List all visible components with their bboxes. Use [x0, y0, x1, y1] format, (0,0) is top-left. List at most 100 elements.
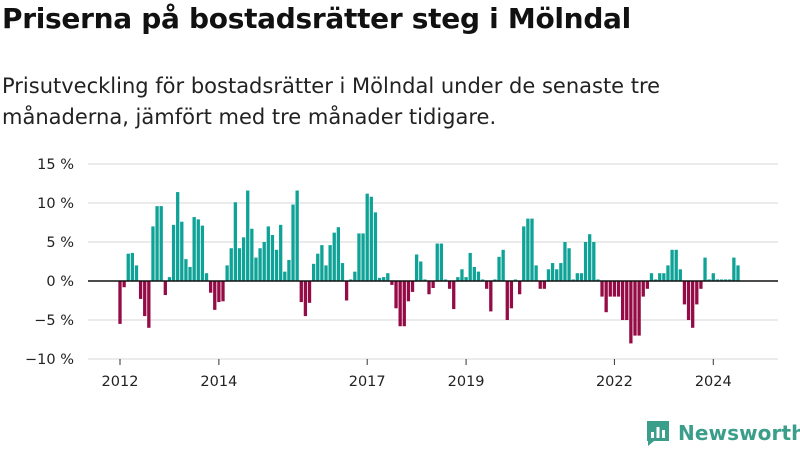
- bar: [612, 281, 617, 297]
- bar: [662, 273, 666, 281]
- bar: [394, 281, 398, 309]
- bar: [402, 281, 406, 327]
- bar: [176, 192, 180, 281]
- latest-value-label: 2 %: [761, 145, 790, 149]
- bar: [645, 281, 650, 289]
- bar: [328, 245, 332, 281]
- bar: [464, 277, 468, 281]
- bar: [629, 281, 633, 344]
- x-tick-label: 2022: [596, 374, 633, 390]
- x-tick-label: 2014: [200, 374, 237, 390]
- bar: [250, 228, 254, 281]
- bar: [213, 281, 217, 310]
- bar: [320, 245, 324, 281]
- bar: [460, 269, 464, 281]
- bar: [472, 266, 476, 281]
- x-tick-label: 2012: [102, 374, 139, 390]
- bar: [159, 206, 163, 281]
- bar: [233, 202, 238, 281]
- chart-title: Priserna på bostadsrätter steg i Mölndal: [2, 2, 631, 35]
- bar: [616, 281, 621, 297]
- bar: [266, 226, 270, 281]
- bar: [279, 224, 283, 281]
- bar: [200, 225, 205, 281]
- bar: [658, 273, 662, 281]
- bar: [386, 273, 390, 281]
- bar: [303, 281, 308, 317]
- bar: [588, 234, 592, 281]
- bar: [711, 273, 715, 281]
- bar: [225, 265, 229, 281]
- bar: [563, 242, 567, 281]
- bar: [489, 281, 493, 312]
- bar: [604, 281, 608, 313]
- bar: [625, 281, 629, 320]
- bar: [147, 281, 151, 328]
- bar: [291, 204, 295, 281]
- bar: [254, 257, 258, 281]
- bar: [699, 281, 703, 289]
- bar: [550, 263, 555, 281]
- bar: [736, 265, 740, 281]
- y-tick-label: 5 %: [46, 235, 74, 251]
- brand-name: Newsworthy: [678, 421, 800, 445]
- bar: [180, 221, 184, 281]
- chart-subtitle: Prisutveckling för bostadsrätter i Mölnd…: [2, 74, 661, 129]
- bar: [633, 281, 637, 336]
- bar: [447, 281, 452, 289]
- bar: [575, 273, 579, 281]
- bar: [439, 243, 444, 281]
- bar: [637, 281, 641, 336]
- bar: [695, 281, 699, 305]
- newsworthy-logo-icon: [647, 421, 669, 446]
- bar: [406, 281, 411, 302]
- bar: [192, 217, 196, 281]
- bar: [509, 281, 514, 309]
- bar: [336, 227, 341, 281]
- bar: [678, 269, 682, 281]
- y-tick-label: 0 %: [46, 274, 74, 290]
- axes: −10 % −5 % 0 % 5 % 10 % 15 % 2012 2014 2017 2019 2…: [25, 145, 789, 390]
- bar: [542, 281, 547, 289]
- bar: [398, 281, 402, 327]
- bar: [497, 256, 501, 281]
- gridlines: [88, 163, 778, 360]
- bar: [583, 242, 588, 281]
- bar: [151, 226, 155, 281]
- bar: [167, 277, 172, 281]
- bar: [217, 281, 221, 303]
- bar: [427, 281, 431, 295]
- bar: [155, 206, 159, 281]
- bar: [126, 253, 130, 281]
- bar: [579, 273, 584, 281]
- bar: [414, 254, 419, 281]
- bar: [295, 190, 299, 281]
- y-tick-label: 10 %: [37, 196, 74, 212]
- bar: [691, 281, 695, 328]
- bar: [237, 248, 242, 281]
- bar: [369, 196, 373, 281]
- bar: [258, 248, 262, 281]
- bar: [526, 218, 530, 281]
- bar: [419, 261, 423, 281]
- bar: [241, 237, 246, 281]
- bar: [208, 281, 213, 293]
- bar: [468, 252, 472, 281]
- bar: [184, 259, 188, 281]
- bar: [456, 277, 460, 281]
- bar: [340, 263, 345, 281]
- bar: [608, 281, 612, 297]
- bar: [600, 281, 604, 297]
- bar: [365, 193, 369, 281]
- brand-logo: Newsworthy: [645, 418, 800, 448]
- bar: [204, 273, 209, 281]
- bar: [299, 281, 303, 303]
- bar: [382, 277, 386, 281]
- bar: [666, 265, 670, 281]
- bar: [344, 281, 349, 301]
- y-tick-label: 15 %: [37, 157, 74, 173]
- bar: [674, 249, 678, 281]
- y-tick-label: −5 %: [34, 313, 74, 329]
- bar: [377, 277, 382, 281]
- bar: [555, 269, 559, 281]
